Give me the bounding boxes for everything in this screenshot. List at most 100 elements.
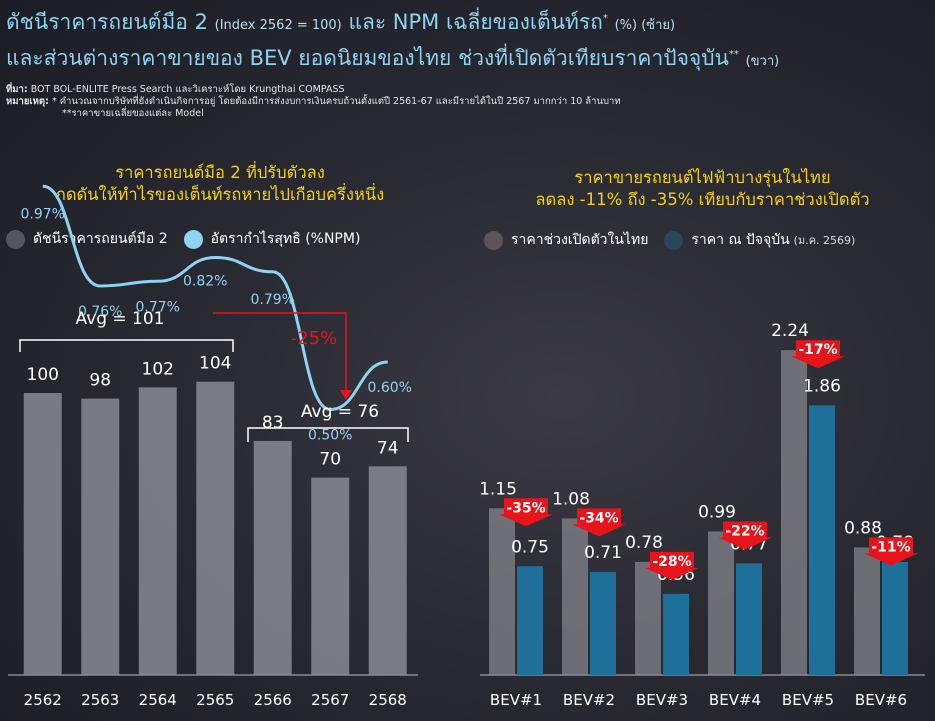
bev-change-badge	[791, 340, 845, 369]
bev-change-badge	[572, 508, 626, 537]
bev-current-bar	[809, 405, 835, 675]
left-bar-value: 104	[199, 354, 231, 374]
left-bar-value: 98	[89, 371, 111, 391]
legend-swatch-current	[664, 230, 684, 250]
legend-swatch-launch	[484, 230, 503, 250]
left-bar	[311, 477, 350, 675]
bev-current-bar	[663, 593, 689, 675]
bev-change-badge	[864, 537, 918, 566]
npm-point-label: 0.82%	[183, 274, 227, 290]
right-subhead-1: ราคาขายรถยนต์ไฟฟ้าบางรุ่นในไทย	[574, 168, 831, 187]
bev-launch-value: 0.88	[844, 518, 882, 538]
bev-launch-bar	[635, 561, 661, 675]
left-bar-value: 102	[142, 359, 174, 379]
change-label: -25%	[291, 328, 338, 349]
right-x-tick: BEV#3	[636, 691, 688, 709]
title-line2-unit: (ขวา)	[745, 54, 780, 69]
right-x-tick: BEV#1	[490, 691, 542, 709]
left-x-tick: 2566	[254, 691, 292, 709]
bev-current-bar	[736, 563, 762, 675]
bev-change-badge	[718, 521, 772, 550]
title-line-2: และส่วนต่างราคาขายของ BEV ยอดนิยมของไทย …	[6, 40, 931, 76]
bev-current-bar	[517, 566, 543, 675]
legend-item-index: ดัชนีราคารถยนต์มือ 2	[6, 228, 168, 250]
legend-swatch-index	[6, 229, 25, 249]
bev-current-value: 1.86	[803, 376, 841, 396]
avg-bracket-after	[247, 427, 409, 442]
bev-launch-value: 0.99	[698, 502, 736, 522]
legend-item-current: ราคา ณ ปัจจุบัน (ม.ค. 2569)	[664, 229, 855, 251]
right-x-tick: BEV#5	[782, 691, 834, 709]
title-line2-sup: **	[728, 49, 739, 60]
right-legend: ราคาช่วงเปิดตัวในไทย ราคา ณ ปัจจุบัน (ม.…	[484, 229, 871, 251]
title-line1-index: (Index 2562 = 100)	[214, 18, 342, 33]
npm-line	[42, 184, 388, 412]
avg-bracket-before	[19, 339, 234, 352]
chart-title: ดัชนีราคารถยนต์มือ 2 (Index 2562 = 100) …	[6, 4, 931, 76]
avg-after-label: Avg = 76	[301, 402, 379, 422]
left-bar	[253, 440, 292, 675]
right-x-tick: BEV#4	[709, 691, 761, 709]
npm-point-label: 0.76%	[78, 304, 122, 320]
npm-point-label: 0.97%	[21, 206, 65, 222]
left-bar	[196, 381, 235, 675]
bev-change-badge	[645, 551, 699, 580]
remark-1: * คำนวณจากบริษัทที่ยังดำเนินกิจการอยู่ โ…	[51, 96, 621, 107]
bev-launch-bar	[854, 547, 880, 675]
left-x-tick: 2565	[196, 691, 234, 709]
left-x-tick: 2563	[81, 691, 119, 709]
left-x-tick: 2567	[311, 691, 349, 709]
avg-before-label: Avg = 101	[76, 309, 165, 329]
right-x-tick: BEV#6	[855, 691, 907, 709]
left-bar	[81, 398, 120, 675]
npm-point-label: 0.77%	[136, 299, 180, 315]
left-x-tick: 2568	[369, 691, 407, 709]
bev-change-label: -35%	[506, 500, 545, 516]
title-line2-main: และส่วนต่างราคาขายของ BEV ยอดนิยมของไทย …	[6, 46, 729, 70]
left-x-tick: 2562	[24, 691, 62, 709]
bev-launch-value: 1.08	[552, 489, 590, 509]
left-subhead-1: ราคารถยนต์มือ 2 ที่ปรับตัวลง	[115, 163, 325, 182]
left-bar	[368, 466, 407, 675]
legend-label-current-unit: (ม.ค. 2569)	[793, 234, 856, 247]
bev-change-label: -34%	[579, 510, 618, 526]
bev-change-label: -22%	[725, 523, 764, 539]
left-bar-value: 100	[27, 365, 59, 385]
right-subhead-2: ลดลง -11% ถึง -35% เทียบกับราคาช่วงเปิดต…	[535, 190, 870, 209]
bev-launch-value: 1.15	[479, 479, 517, 499]
title-line1-sup: *	[602, 13, 608, 24]
title-line1-unit: (%) (ซ้าย)	[614, 18, 676, 33]
bev-current-value: 0.71	[584, 543, 622, 563]
left-subhead: ราคารถยนต์มือ 2 ที่ปรับตัวลง กดดันให้ทำไ…	[20, 162, 420, 206]
change-arrowhead	[340, 390, 352, 400]
remark-label: หมายเหตุ:	[6, 96, 49, 107]
bev-launch-bar	[781, 350, 807, 675]
left-bar	[138, 387, 177, 675]
bev-launch-value: 2.24	[771, 321, 809, 341]
change-arrow	[213, 312, 347, 392]
left-x-tick: 2564	[139, 691, 177, 709]
bev-change-badge	[499, 498, 553, 527]
right-subhead: ราคาขายรถยนต์ไฟฟ้าบางรุ่นในไทย ลดลง -11%…	[480, 167, 925, 211]
bev-change-label: -11%	[871, 539, 910, 555]
source-label: ที่มา:	[6, 84, 28, 95]
legend-label-current: ราคา ณ ปัจจุบัน	[691, 232, 790, 248]
notes: ที่มา: BOT BOL-ENLITE Press Search และวิ…	[6, 84, 621, 120]
bev-launch-bar	[489, 508, 515, 675]
bev-change-label: -28%	[652, 554, 691, 570]
left-bar-value: 83	[262, 413, 284, 433]
bev-launch-bar	[708, 531, 734, 675]
left-bar-value: 74	[377, 438, 399, 458]
left-bar-value: 70	[319, 450, 341, 470]
title-line1-mid: และ NPM เฉลี่ยของเต็นท์รถ	[348, 10, 603, 34]
bev-launch-value: 0.78	[625, 533, 663, 553]
title-line-1: ดัชนีราคารถยนต์มือ 2 (Index 2562 = 100) …	[6, 4, 931, 40]
bev-current-value: 0.75	[511, 537, 549, 557]
title-line1-main: ดัชนีราคารถยนต์มือ 2	[6, 10, 208, 34]
legend-item-launch: ราคาช่วงเปิดตัวในไทย	[484, 229, 648, 251]
npm-point-label: 0.79%	[251, 292, 295, 308]
left-legend: ดัชนีราคารถยนต์มือ 2 อัตรากำไรสุทธิ (%NP…	[6, 228, 376, 250]
legend-label-npm: อัตรากำไรสุทธิ (%NPM)	[210, 231, 361, 247]
left-bar	[23, 393, 62, 675]
